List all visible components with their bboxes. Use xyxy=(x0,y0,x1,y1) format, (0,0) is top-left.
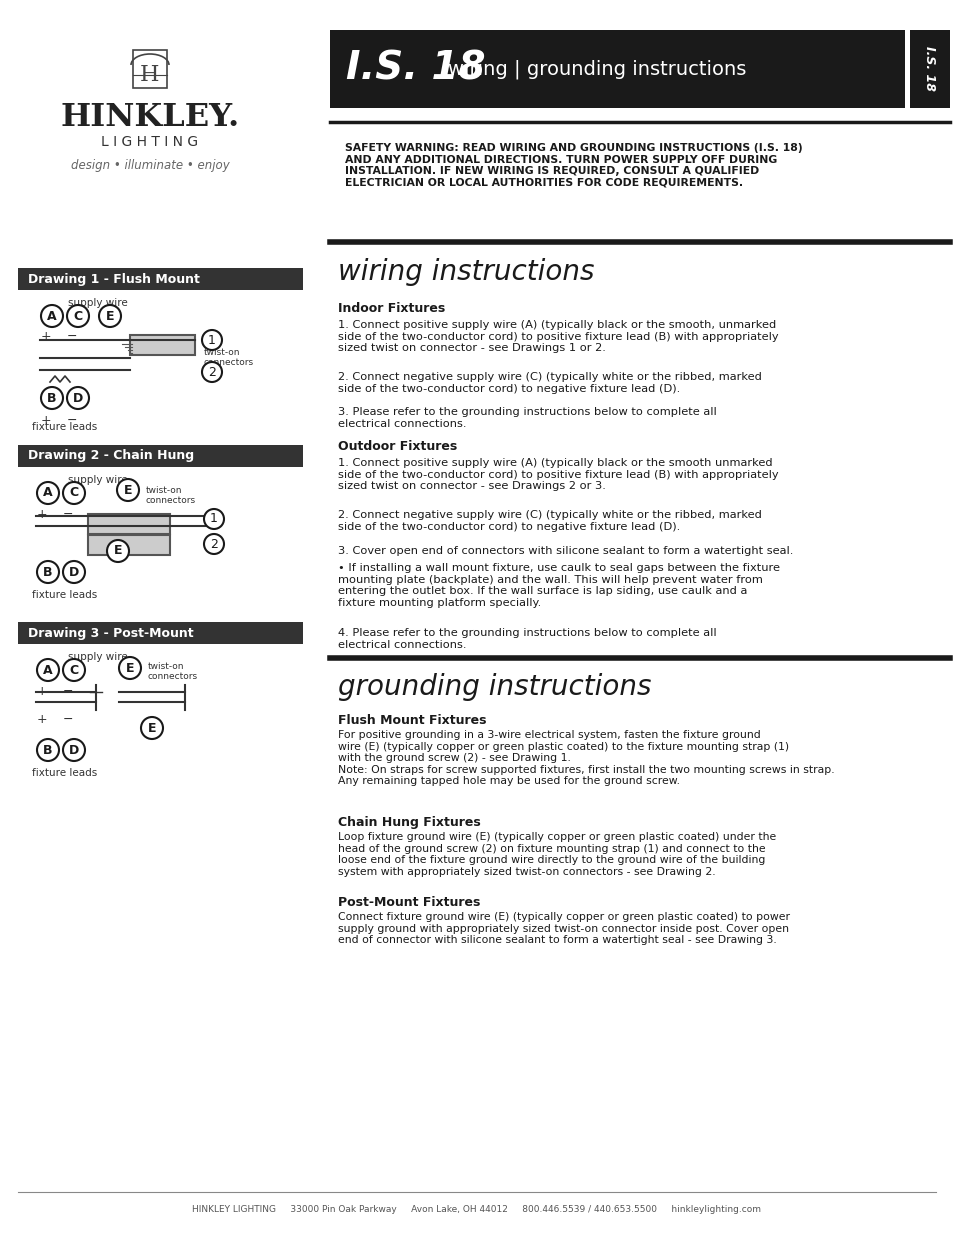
Text: A: A xyxy=(43,487,52,499)
Bar xyxy=(88,535,170,555)
Circle shape xyxy=(117,479,139,501)
Text: 1: 1 xyxy=(208,333,215,347)
Bar xyxy=(18,622,303,643)
Circle shape xyxy=(202,330,222,350)
Text: I.S. 18: I.S. 18 xyxy=(346,49,485,88)
Text: C: C xyxy=(73,310,83,322)
Text: fixture leads: fixture leads xyxy=(32,590,97,600)
Text: HINKLEY LIGHTING     33000 Pin Oak Parkway     Avon Lake, OH 44012     800.446.5: HINKLEY LIGHTING 33000 Pin Oak Parkway A… xyxy=(193,1205,760,1214)
Text: +: + xyxy=(41,330,51,343)
Circle shape xyxy=(37,659,59,680)
Text: B: B xyxy=(43,743,52,757)
Text: SAFETY WARNING: READ WIRING AND GROUNDING INSTRUCTIONS (I.S. 18)
AND ANY ADDITIO: SAFETY WARNING: READ WIRING AND GROUNDIN… xyxy=(345,143,801,188)
Text: I.S. 18: I.S. 18 xyxy=(923,47,936,91)
Circle shape xyxy=(119,657,141,679)
Text: 4. Please refer to the grounding instructions below to complete all
electrical c: 4. Please refer to the grounding instruc… xyxy=(337,629,716,650)
Text: E: E xyxy=(126,662,134,674)
Text: 2. Connect negative supply wire (C) (typically white or the ribbed, marked
side : 2. Connect negative supply wire (C) (typ… xyxy=(337,372,761,394)
Circle shape xyxy=(63,659,85,680)
Text: +: + xyxy=(36,713,48,726)
Text: Connect fixture ground wire (E) (typically copper or green plastic coated) to po: Connect fixture ground wire (E) (typical… xyxy=(337,911,789,945)
Text: 3. Please refer to the grounding instructions below to complete all
electrical c: 3. Please refer to the grounding instruc… xyxy=(337,408,716,429)
Text: 1. Connect positive supply wire (A) (typically black or the smooth unmarked
side: 1. Connect positive supply wire (A) (typ… xyxy=(337,458,778,492)
Text: HINKLEY.: HINKLEY. xyxy=(60,103,239,133)
Circle shape xyxy=(202,362,222,382)
Text: twist-on
connectors: twist-on connectors xyxy=(146,487,196,505)
Text: A: A xyxy=(47,310,57,322)
Text: Chain Hung Fixtures: Chain Hung Fixtures xyxy=(337,816,480,829)
Bar xyxy=(132,49,167,88)
Text: +: + xyxy=(36,508,48,521)
Circle shape xyxy=(63,482,85,504)
Text: twist-on
connectors: twist-on connectors xyxy=(148,662,198,682)
Text: 3. Cover open end of connectors with silicone sealant to form a watertight seal.: 3. Cover open end of connectors with sil… xyxy=(337,546,793,556)
Text: supply wire: supply wire xyxy=(68,298,128,308)
Text: +: + xyxy=(41,414,51,427)
Text: supply wire: supply wire xyxy=(68,475,128,485)
Bar xyxy=(18,445,303,467)
Text: design • illuminate • enjoy: design • illuminate • enjoy xyxy=(71,158,229,172)
Text: Drawing 2 - Chain Hung: Drawing 2 - Chain Hung xyxy=(28,450,193,462)
Circle shape xyxy=(67,305,89,327)
Circle shape xyxy=(37,739,59,761)
Text: Outdoor Fixtures: Outdoor Fixtures xyxy=(337,440,456,453)
Text: fixture leads: fixture leads xyxy=(32,422,97,432)
Text: Loop fixture ground wire (E) (typically copper or green plastic coated) under th: Loop fixture ground wire (E) (typically … xyxy=(337,832,776,877)
Bar xyxy=(130,335,194,354)
Text: Drawing 1 - Flush Mount: Drawing 1 - Flush Mount xyxy=(28,273,200,285)
Bar xyxy=(330,30,904,107)
Text: 1. Connect positive supply wire (A) (typically black or the smooth, unmarked
sid: 1. Connect positive supply wire (A) (typ… xyxy=(337,320,778,353)
Circle shape xyxy=(41,305,63,327)
Text: A: A xyxy=(43,663,52,677)
Text: 2: 2 xyxy=(208,366,215,378)
Circle shape xyxy=(204,509,224,529)
Text: Drawing 3 - Post-Mount: Drawing 3 - Post-Mount xyxy=(28,626,193,640)
Circle shape xyxy=(107,540,129,562)
Circle shape xyxy=(37,561,59,583)
Text: 2: 2 xyxy=(210,537,217,551)
Text: B: B xyxy=(43,566,52,578)
Text: fixture leads: fixture leads xyxy=(32,768,97,778)
Text: supply wire: supply wire xyxy=(68,652,128,662)
Text: D: D xyxy=(69,743,79,757)
Text: D: D xyxy=(72,391,83,405)
Text: wiring | grounding instructions: wiring | grounding instructions xyxy=(448,59,745,79)
Text: For positive grounding in a 3-wire electrical system, fasten the fixture ground
: For positive grounding in a 3-wire elect… xyxy=(337,730,834,787)
Text: E: E xyxy=(148,721,156,735)
Text: −: − xyxy=(67,330,77,343)
Circle shape xyxy=(63,561,85,583)
Bar xyxy=(88,514,170,534)
Text: Indoor Fixtures: Indoor Fixtures xyxy=(337,303,445,315)
Text: E: E xyxy=(113,545,122,557)
Text: C: C xyxy=(70,487,78,499)
Text: wiring instructions: wiring instructions xyxy=(337,258,594,287)
Text: E: E xyxy=(124,483,132,496)
Circle shape xyxy=(99,305,121,327)
Text: −: − xyxy=(67,414,77,427)
Circle shape xyxy=(67,387,89,409)
Text: E: E xyxy=(106,310,114,322)
Text: 1: 1 xyxy=(210,513,217,526)
Circle shape xyxy=(63,739,85,761)
Bar xyxy=(18,268,303,290)
Text: twist-on
connectors: twist-on connectors xyxy=(204,348,253,367)
Text: C: C xyxy=(70,663,78,677)
Text: • If installing a wall mount fixture, use caulk to seal gaps between the fixture: • If installing a wall mount fixture, us… xyxy=(337,563,780,608)
Text: grounding instructions: grounding instructions xyxy=(337,673,651,701)
Text: +: + xyxy=(36,685,48,698)
Text: Flush Mount Fixtures: Flush Mount Fixtures xyxy=(337,714,486,727)
Text: L I G H T I N G: L I G H T I N G xyxy=(101,135,198,149)
Text: −: − xyxy=(63,685,73,698)
Text: B: B xyxy=(48,391,56,405)
Circle shape xyxy=(204,534,224,555)
Text: H: H xyxy=(140,64,159,86)
Text: Post-Mount Fixtures: Post-Mount Fixtures xyxy=(337,897,480,909)
Circle shape xyxy=(37,482,59,504)
Text: −: − xyxy=(63,713,73,726)
Text: D: D xyxy=(69,566,79,578)
Circle shape xyxy=(41,387,63,409)
Bar xyxy=(909,30,949,107)
Text: −: − xyxy=(63,508,73,521)
Text: 2. Connect negative supply wire (C) (typically white or the ribbed, marked
side : 2. Connect negative supply wire (C) (typ… xyxy=(337,510,761,531)
Circle shape xyxy=(141,718,163,739)
